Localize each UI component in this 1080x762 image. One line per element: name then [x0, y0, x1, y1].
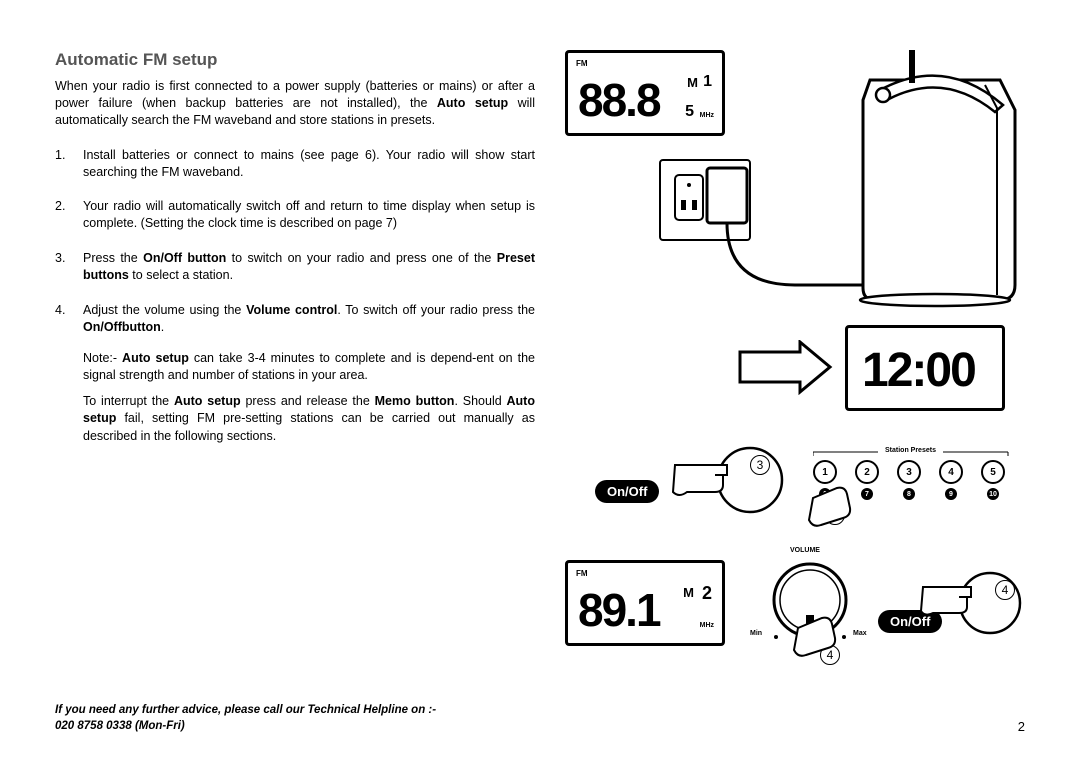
s3c: to select a station. — [129, 268, 233, 282]
page-number: 2 — [1018, 719, 1025, 734]
n1b: Auto setup — [122, 351, 189, 365]
vol-min: Min — [750, 630, 762, 637]
s4b1: Volume control — [246, 303, 337, 317]
hand-pointer-2 — [795, 480, 865, 535]
step-2: Your radio will automatically switch off… — [55, 198, 535, 232]
n2e: . Should — [454, 394, 506, 408]
vol-max: Max — [853, 630, 867, 637]
ps4: 9 — [945, 488, 957, 500]
s3b1: On/Off button — [143, 251, 226, 265]
s3b: to switch on your radio and press one of… — [226, 251, 497, 265]
step-1: Install batteries or connect to mains (s… — [55, 147, 535, 181]
s4c: . — [161, 320, 164, 334]
lcd-display-2: 12:00 — [845, 325, 1005, 411]
lcd3-unit: MHz — [700, 622, 714, 629]
presets-line — [813, 450, 1013, 456]
note-block: Note:- Auto setup can take 3-4 minutes t… — [55, 350, 535, 446]
lcd-display-3: FM 89.1 M 2 MHz — [565, 560, 725, 646]
n1a: Note:- — [83, 351, 122, 365]
intro-paragraph: When your radio is first connected to a … — [55, 78, 535, 129]
volume-label: VOLUME — [790, 547, 820, 554]
steps-list: Install batteries or connect to mains (s… — [55, 147, 535, 336]
p1: 1 — [822, 467, 828, 478]
lcd1-sub: 5 — [685, 103, 694, 121]
preset-3[interactable]: 38 — [897, 460, 921, 484]
n2g: fail, setting FM pre-setting stations ca… — [83, 411, 535, 443]
lcd2-digits: 12:00 — [862, 343, 975, 398]
footer-line1: If you need any further advice, please c… — [55, 702, 436, 718]
s3a: Press the — [83, 251, 143, 265]
ps3: 8 — [903, 488, 915, 500]
page-title: Automatic FM setup — [55, 50, 535, 70]
lcd1-fm: FM — [576, 59, 588, 68]
lcd3-fm: FM — [576, 569, 588, 578]
lcd1-main: 88.8 — [578, 74, 660, 126]
step-3: Press the On/Off button to switch on you… — [55, 250, 535, 284]
p3: 3 — [906, 467, 912, 478]
lcd1-one: 1 — [703, 73, 712, 91]
footer: If you need any further advice, please c… — [55, 702, 1025, 734]
figure-area: FM 88.8 M 1 5 MHz 12:00 On/Off 3 — [565, 50, 1035, 660]
intro-bold: Auto setup — [437, 96, 508, 110]
lcd-display-1: FM 88.8 M 1 5 MHz — [565, 50, 725, 136]
n2a: To interrupt the — [83, 394, 174, 408]
lcd1-digits: 88.8 — [578, 73, 660, 127]
n2b: Auto setup — [174, 394, 241, 408]
hand-pointer-1 — [665, 430, 795, 520]
p2: 2 — [864, 467, 870, 478]
onoff-button-1[interactable]: On/Off — [595, 480, 659, 503]
s4a: Adjust the volume using the — [83, 303, 246, 317]
arrow-icon — [735, 340, 835, 395]
n2d: Memo button — [375, 394, 455, 408]
preset-4[interactable]: 49 — [939, 460, 963, 484]
footer-line2: 020 8758 0338 (Mon-Fri) — [55, 718, 436, 734]
ps5: 10 — [987, 488, 999, 500]
step-4: Adjust the volume using the Volume contr… — [55, 302, 535, 336]
s4b2: On/Offbutton — [83, 320, 161, 334]
hand-pointer-4 — [915, 555, 1035, 640]
n2c: press and release the — [241, 394, 375, 408]
p4: 4 — [948, 467, 954, 478]
lcd3-main: 89.1 — [578, 584, 660, 636]
lcd3-digits: 89.1 — [578, 583, 660, 637]
hand-pointer-3 — [780, 610, 850, 665]
preset-5[interactable]: 510 — [981, 460, 1005, 484]
p5: 5 — [990, 467, 996, 478]
s4b: . To switch off your radio press the — [337, 303, 535, 317]
lcd1-unit: MHz — [700, 112, 714, 119]
lcd3-m: M — [683, 585, 694, 600]
lcd3-sub: 2 — [702, 583, 712, 604]
lcd1-m: M — [687, 75, 698, 90]
